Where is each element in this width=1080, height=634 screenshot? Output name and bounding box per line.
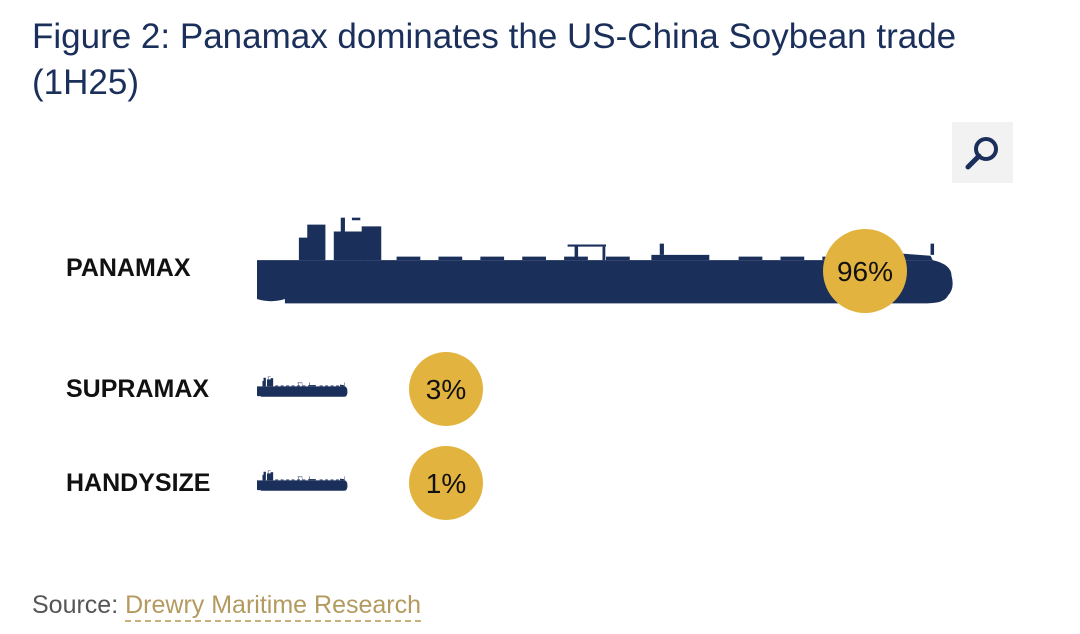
source-label: Source: [32,591,119,619]
ship-share-chart: PANAMAX 96% SUPRAMAX 3% HANDYSIZE 1% [66,217,953,520]
value-label-panamax: 96% [837,256,893,287]
source-link[interactable]: Drewry Maritime Research [125,591,422,622]
page-title: Figure 2: Panamax dominates the US-China… [32,17,957,102]
zoom-button[interactable] [952,122,1013,183]
value-badge-handysize [409,446,483,520]
value-label-handysize: 1% [426,468,466,499]
value-badge-panamax [823,229,907,313]
category-label-supramax: SUPRAMAX [66,375,209,403]
value-badge-supramax [409,352,483,426]
category-label-handysize: HANDYSIZE [66,469,210,497]
magnifier-icon [965,137,998,170]
ship-mark-supramax [257,376,348,397]
ship-mark-handysize [257,470,348,491]
ship-mark-panamax [257,217,953,304]
source-note: Source: Drewry Maritime Research [32,588,422,622]
category-label-panamax: PANAMAX [66,254,191,282]
value-label-supramax: 3% [426,374,466,405]
